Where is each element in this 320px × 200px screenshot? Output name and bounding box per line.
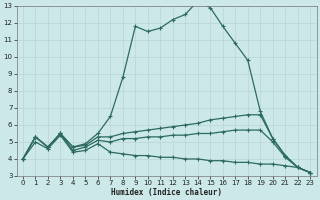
X-axis label: Humidex (Indice chaleur): Humidex (Indice chaleur): [111, 188, 222, 197]
